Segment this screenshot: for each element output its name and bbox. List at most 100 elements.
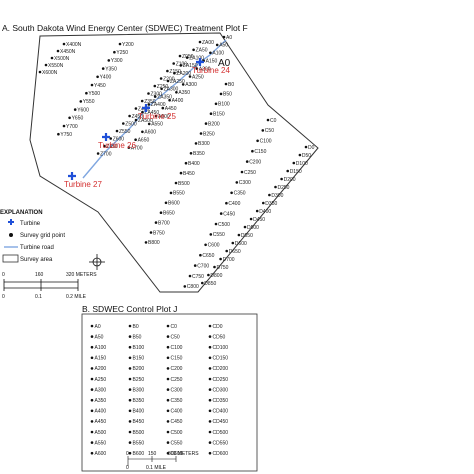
- grid-point: [175, 91, 178, 94]
- panel-a-title: A. South Dakota Wind Energy Center (SDWE…: [2, 23, 248, 33]
- control-point: [166, 377, 170, 381]
- grid-point-label: A350: [178, 90, 190, 96]
- grid-point-label: A100: [212, 51, 224, 57]
- scale-a-mi1: 0.1: [35, 294, 42, 300]
- grid-point-label: B550: [173, 191, 185, 197]
- grid-point: [118, 42, 122, 46]
- grid-point-label: ZA50: [196, 48, 208, 54]
- grid-point: [85, 91, 88, 95]
- grid-point: [62, 42, 66, 46]
- grid-point: [38, 70, 42, 74]
- grid-point: [280, 177, 283, 181]
- grid-point-label: ZA450: [144, 110, 159, 116]
- grid-point-label: Y550: [83, 99, 95, 105]
- control-point: [208, 409, 212, 413]
- grid-point: [134, 118, 138, 122]
- grid-point-label: Y300: [111, 58, 123, 64]
- grid-point-label: Y500: [88, 91, 100, 97]
- scale-a-m0: 0: [2, 272, 5, 278]
- grid-point-label: Z100: [176, 61, 188, 67]
- grid-point: [209, 233, 213, 236]
- control-point-label: A250: [95, 377, 107, 383]
- grid-point-label: B250: [203, 131, 215, 137]
- grid-point: [147, 92, 150, 95]
- grid-point-label: X400N: [66, 42, 82, 48]
- grid-point-label: Z250: [157, 84, 169, 90]
- grid-point: [192, 48, 195, 52]
- grid-point: [149, 231, 153, 234]
- control-point-label: A300: [95, 387, 107, 393]
- grid-point-label: A650: [138, 138, 150, 144]
- scale-bar-b: 0 150 300 METERS 0 0.1 MILE: [126, 451, 199, 471]
- scale-bar-a: 0 160 320 METERS 0 0.1 0.2 MILE: [2, 272, 97, 300]
- control-point-label: A150: [95, 356, 107, 362]
- control-point: [208, 335, 212, 338]
- grid-point-label: ZA00: [202, 40, 214, 46]
- grid-point-label: Z200: [163, 76, 175, 82]
- control-point: [208, 420, 212, 423]
- control-point: [128, 356, 132, 360]
- control-point: [208, 451, 212, 455]
- grid-point: [204, 243, 207, 247]
- grid-point-label: B300: [198, 141, 210, 147]
- control-point: [128, 345, 132, 349]
- control-point-label: CD200: [213, 366, 229, 372]
- control-point: [128, 420, 132, 423]
- control-point: [166, 345, 170, 349]
- control-point: [166, 398, 170, 402]
- grid-point-label: A450: [165, 106, 177, 112]
- control-point-label: A450: [95, 419, 107, 425]
- grid-point: [251, 149, 254, 153]
- legend-survey-area: Survey area: [2, 254, 53, 263]
- control-point-label: C0: [171, 324, 178, 330]
- control-point: [128, 430, 132, 434]
- control-point: [208, 377, 212, 381]
- control-point: [128, 377, 132, 381]
- grid-point: [161, 106, 165, 110]
- grid-point: [256, 139, 259, 143]
- control-point-label: CD500: [213, 430, 229, 436]
- grid-point: [153, 84, 157, 88]
- grid-point-label: Z500: [125, 121, 137, 127]
- control-point: [90, 441, 94, 444]
- turbine-marker: [196, 58, 204, 66]
- control-point-label: C600: [171, 451, 183, 457]
- grid-point: [198, 40, 202, 44]
- grid-point-label: C0: [270, 118, 277, 124]
- control-point-label: A500: [95, 430, 107, 436]
- grid-point-label: C750: [192, 274, 204, 280]
- grid-point-label: B500: [178, 181, 190, 187]
- grid-point-label: C450: [223, 211, 235, 217]
- grid-point-label: B100: [218, 102, 230, 108]
- control-point-label: CD450: [213, 419, 229, 425]
- grid-point-label: D300: [271, 193, 283, 199]
- grid-point-label: Y200: [122, 42, 134, 48]
- grid-point-label: C650: [202, 253, 214, 259]
- grid-point-label: A300: [185, 82, 197, 88]
- scale-b-m1: 150: [148, 451, 157, 457]
- grid-point: [115, 129, 119, 133]
- grid-point: [231, 241, 235, 245]
- grid-point: [286, 169, 290, 173]
- grid-point: [304, 145, 308, 149]
- grid-point: [240, 170, 244, 174]
- control-point: [166, 335, 170, 338]
- grid-point: [225, 249, 228, 253]
- grid-point-label: C250: [244, 170, 256, 176]
- grid-point: [127, 146, 131, 149]
- legend-road-label: Turbine road: [20, 245, 54, 251]
- grid-point-label: D450: [253, 217, 265, 223]
- control-point-label: A400: [95, 409, 107, 415]
- control-point-label: CD550: [213, 440, 229, 446]
- grid-point: [68, 116, 71, 120]
- grid-point-label: C500: [218, 222, 230, 228]
- control-point-label: C100: [171, 345, 183, 351]
- grid-point: [209, 51, 212, 55]
- grid-point: [128, 114, 131, 118]
- grid-point: [215, 43, 219, 47]
- control-point: [90, 335, 94, 338]
- grid-point-label: D650: [229, 249, 241, 255]
- control-point-label: C300: [171, 387, 183, 393]
- grid-point-label: B450: [183, 171, 195, 177]
